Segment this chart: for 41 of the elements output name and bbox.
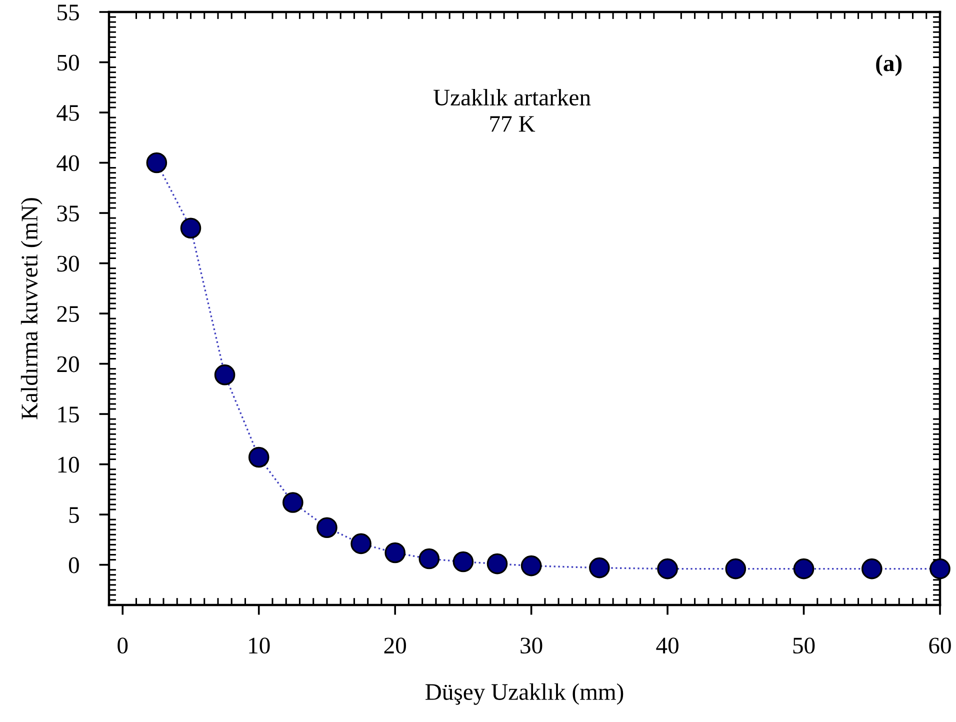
y-tick-label: 40 <box>56 155 79 172</box>
y-tick-label: 25 <box>57 306 79 322</box>
y-tick-label: 55 <box>58 4 79 20</box>
point <box>657 558 678 580</box>
x-tick-label: 60 <box>929 638 951 654</box>
point <box>589 557 610 578</box>
point <box>930 558 950 580</box>
annotation: (a) <box>876 54 902 76</box>
x-tick-label: 50 <box>793 638 815 654</box>
point <box>418 548 440 570</box>
point <box>520 555 542 576</box>
point <box>452 551 474 572</box>
y-tick-label: 45 <box>56 105 79 121</box>
point <box>793 558 814 580</box>
point <box>316 517 338 538</box>
y-tick-label: 10 <box>58 456 79 473</box>
y-tick-label: 0 <box>68 557 79 574</box>
point <box>384 542 406 564</box>
point <box>248 446 270 468</box>
y-tick-label: 5 <box>69 507 79 523</box>
y-tick-label: 35 <box>57 206 79 222</box>
x-tick-label: 30 <box>520 638 542 654</box>
point <box>486 553 508 574</box>
point <box>146 152 168 174</box>
point <box>180 218 202 238</box>
y-tick-label: 20 <box>57 356 79 372</box>
x-tick-label: 10 <box>249 638 270 654</box>
y-tick-label: 30 <box>57 256 79 272</box>
point <box>282 492 304 513</box>
x-tick-label: 40 <box>656 638 678 654</box>
point <box>725 558 746 580</box>
y-tick-label: 50 <box>58 54 79 71</box>
y-axis-title: Kaldırma kuvveti (mN) <box>20 198 42 420</box>
y-tick-label: 15 <box>58 406 79 422</box>
point <box>214 364 236 386</box>
point <box>861 558 882 580</box>
x-tick-label: 0 <box>118 638 128 654</box>
x-tick-label: 20 <box>384 638 406 654</box>
annotation: Uzaklık artarken 77 K <box>434 88 591 132</box>
x-axis-title: Düşey Uzaklık (mm) <box>426 683 624 705</box>
point <box>350 533 372 554</box>
